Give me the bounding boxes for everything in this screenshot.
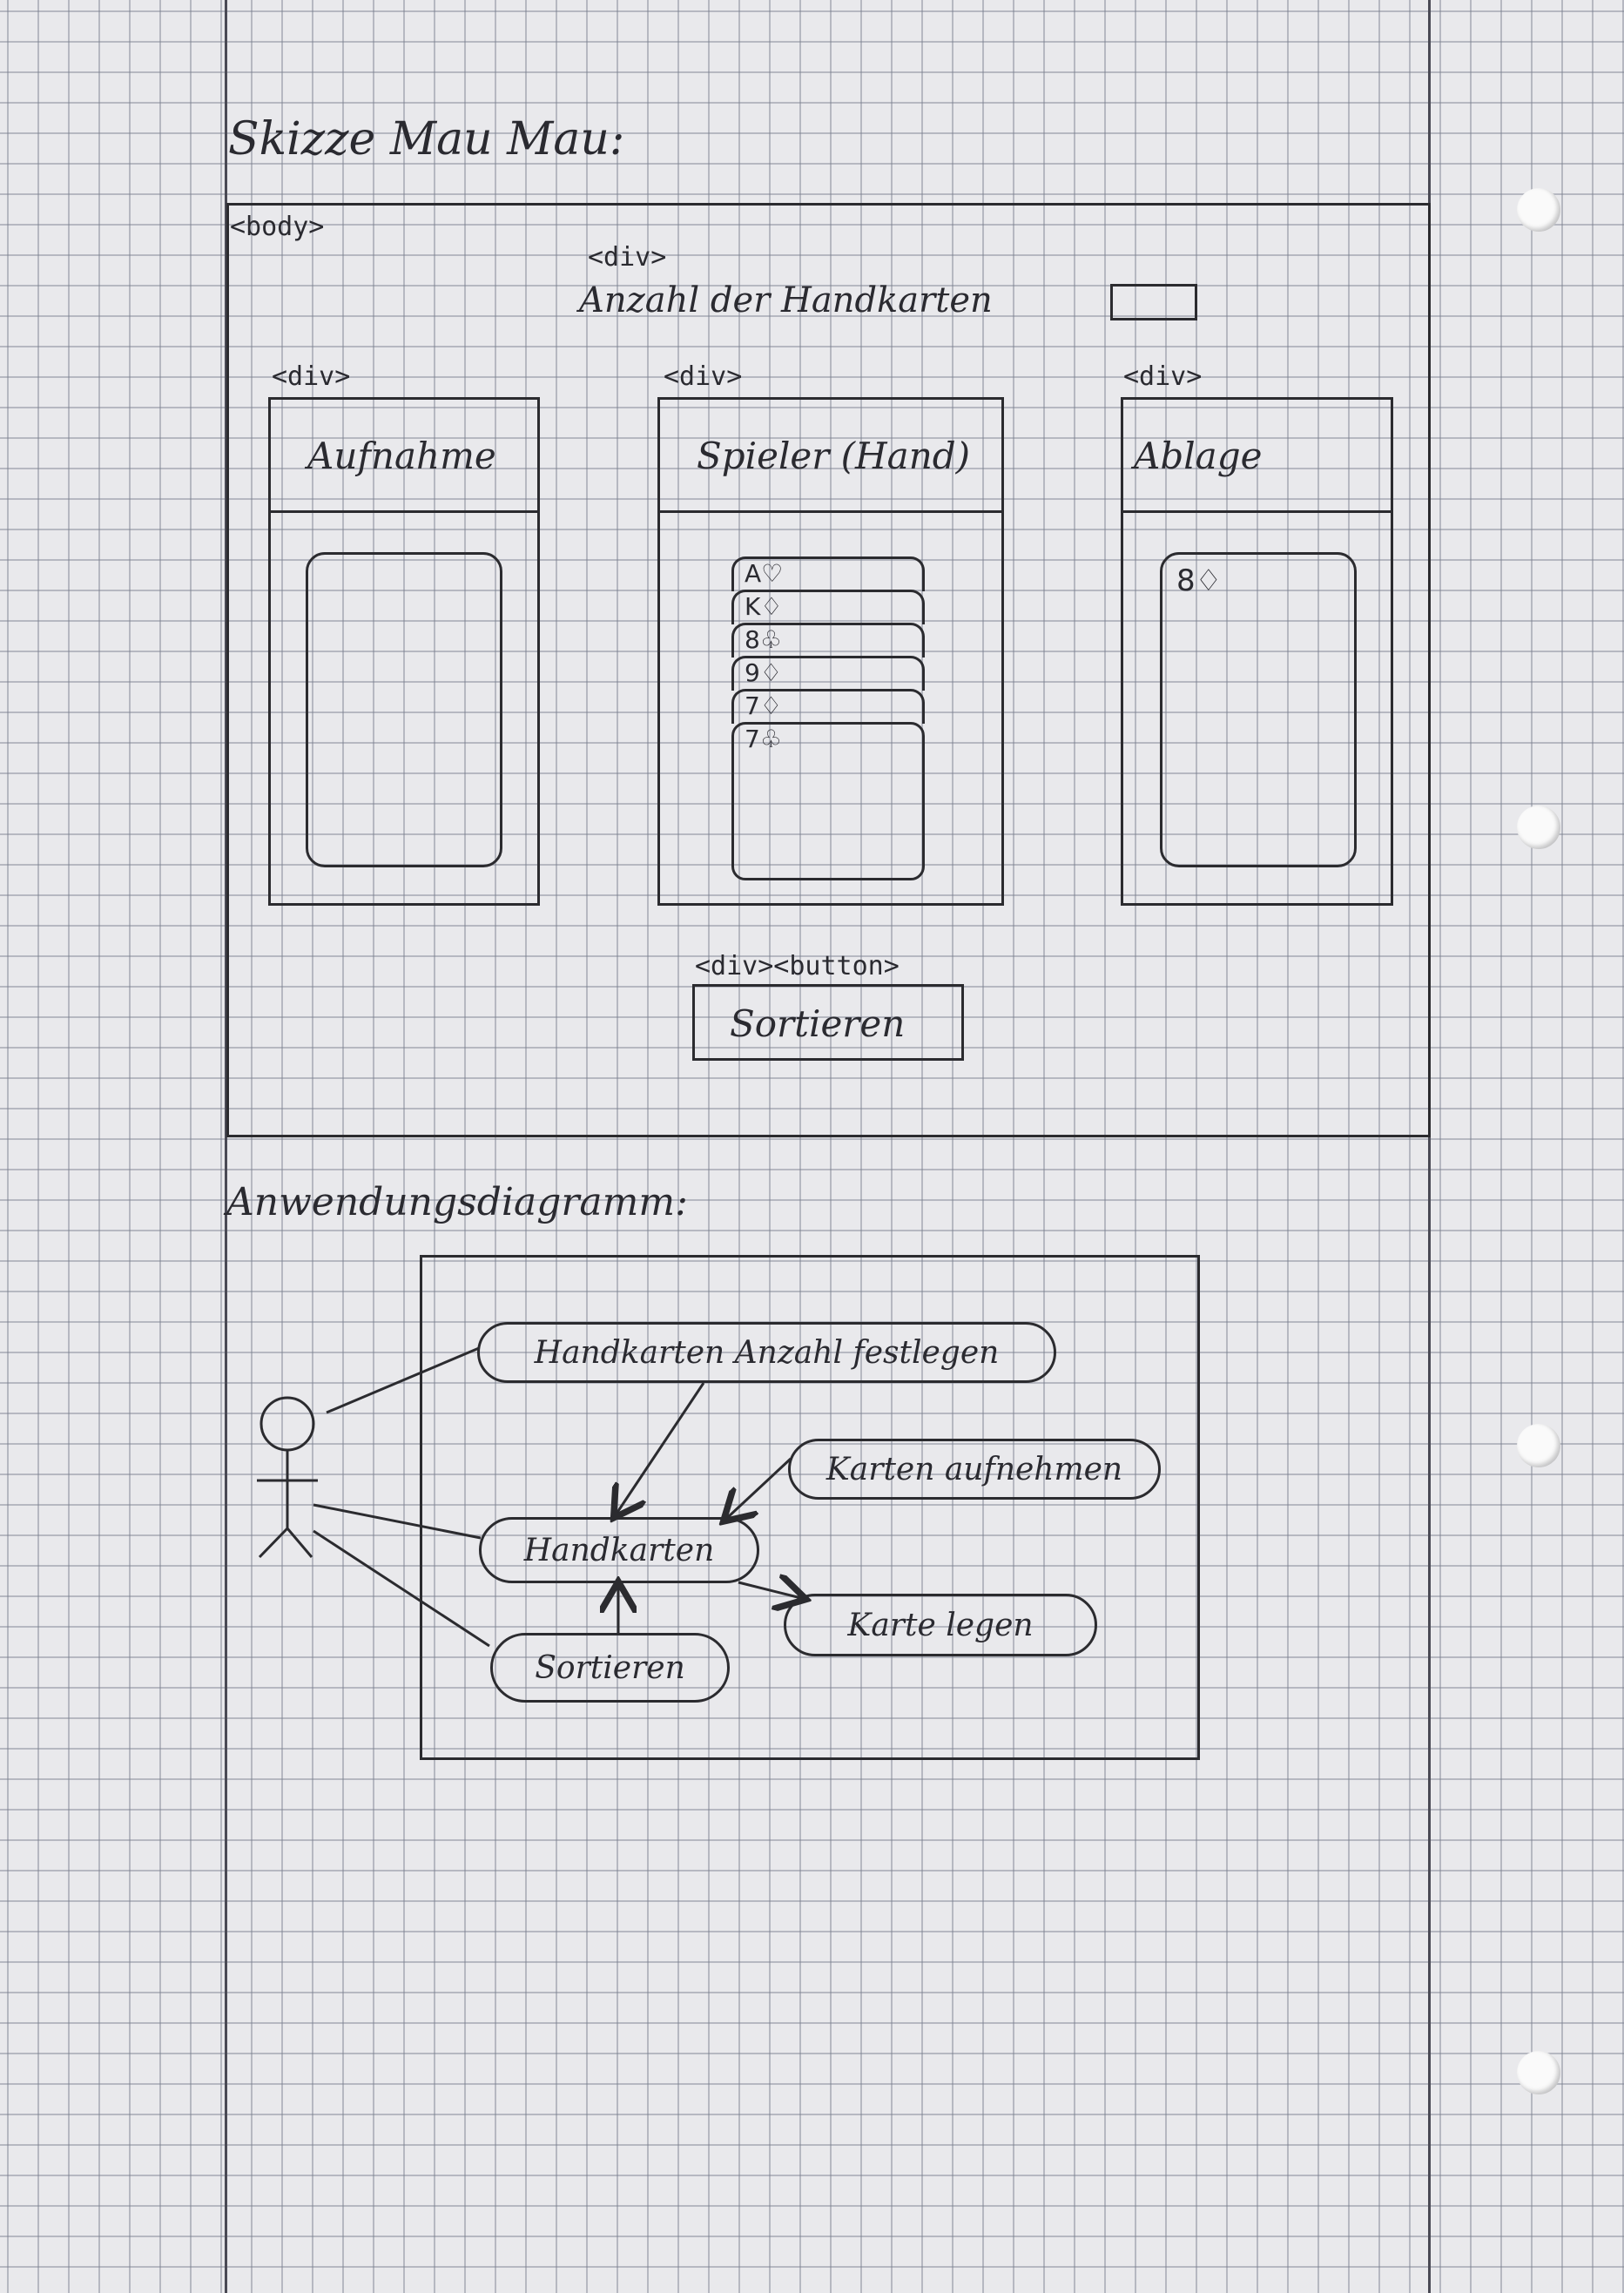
- punch-hole: [1517, 2051, 1560, 2094]
- hand-card[interactable]: 7♢: [731, 689, 925, 724]
- usecase-pick-up-cards[interactable]: Karten aufnehmen: [788, 1439, 1161, 1500]
- association-line: [313, 1503, 482, 1540]
- usecase-sort[interactable]: Sortieren: [490, 1633, 730, 1703]
- sort-button[interactable]: Sortieren: [692, 984, 964, 1061]
- hand-count-input[interactable]: [1110, 284, 1197, 320]
- body-tag: <body>: [230, 212, 325, 242]
- aufnahme-div-tag: <div>: [272, 361, 351, 392]
- usecase-set-hand-count[interactable]: Handkarten Anzahl festlegen: [477, 1322, 1056, 1383]
- left-margin-line: [225, 0, 227, 2293]
- top-div-tag: <div>: [588, 242, 667, 273]
- usecase-hand-cards[interactable]: Handkarten: [479, 1517, 759, 1583]
- hand-card-label: 8♧: [745, 625, 782, 654]
- diagram-title: Anwendungsdiagramm:: [226, 1180, 688, 1224]
- body-frame: [226, 203, 1431, 1137]
- hand-card-label: 7♢: [745, 691, 782, 720]
- ablage-heading-text: Ablage: [1134, 435, 1263, 477]
- ablage-div-tag: <div>: [1123, 361, 1203, 392]
- hand-card-label: A♡: [745, 559, 784, 588]
- hand-card[interactable]: 7♧: [731, 722, 925, 880]
- hand-card[interactable]: A♡: [731, 556, 925, 591]
- hand-card-label: 7♧: [745, 725, 782, 753]
- usecase-play-card[interactable]: Karte legen: [784, 1594, 1097, 1656]
- page-title: Skizze Mau Mau:: [228, 113, 625, 165]
- hand-card[interactable]: 9♢: [731, 656, 925, 691]
- sort-button-label: Sortieren: [730, 1002, 906, 1045]
- aufnahme-heading: Aufnahme: [271, 400, 537, 513]
- hand-count-label: Anzahl der Handkarten: [579, 280, 993, 320]
- spieler-heading: Spieler (Hand): [660, 400, 1001, 513]
- discard-pile-card[interactable]: 8♢: [1160, 552, 1357, 867]
- punch-hole: [1517, 1424, 1560, 1467]
- spieler-heading-text: Spieler (Hand): [697, 435, 971, 477]
- aufnahme-panel: Aufnahme: [268, 397, 540, 906]
- arrow-hand-to-play: [738, 1582, 801, 1598]
- draw-pile-card[interactable]: [306, 552, 502, 867]
- system-boundary: [420, 1255, 1200, 1760]
- association-line: [326, 1346, 480, 1414]
- association-line: [313, 1529, 490, 1648]
- discard-card-label: 8♢: [1176, 563, 1223, 598]
- sort-div-button-tag: <div><button>: [695, 951, 900, 981]
- punch-hole: [1517, 806, 1560, 849]
- actor-stick-figure: [257, 1396, 318, 1559]
- spieler-div-tag: <div>: [664, 361, 743, 392]
- right-margin-line: [1428, 0, 1431, 2293]
- ablage-heading: Ablage: [1123, 400, 1391, 513]
- aufnahme-heading-text: Aufnahme: [307, 435, 496, 477]
- arrow-pickup-to-hand: [727, 1457, 792, 1518]
- hand-card-label: 9♢: [745, 658, 782, 687]
- spieler-panel: Spieler (Hand) A♡ K♢ 8♧ 9♢ 7♢ 7♧: [657, 397, 1004, 906]
- hand-card[interactable]: K♢: [731, 590, 925, 624]
- arrow-count-to-hand: [617, 1382, 705, 1514]
- hand-card-stack: A♡ K♢ 8♧ 9♢ 7♢ 7♧: [731, 556, 925, 880]
- ablage-panel: Ablage 8♢: [1121, 397, 1393, 906]
- hand-card[interactable]: 8♧: [731, 623, 925, 658]
- punch-hole: [1517, 188, 1560, 232]
- hand-card-label: K♢: [745, 592, 783, 621]
